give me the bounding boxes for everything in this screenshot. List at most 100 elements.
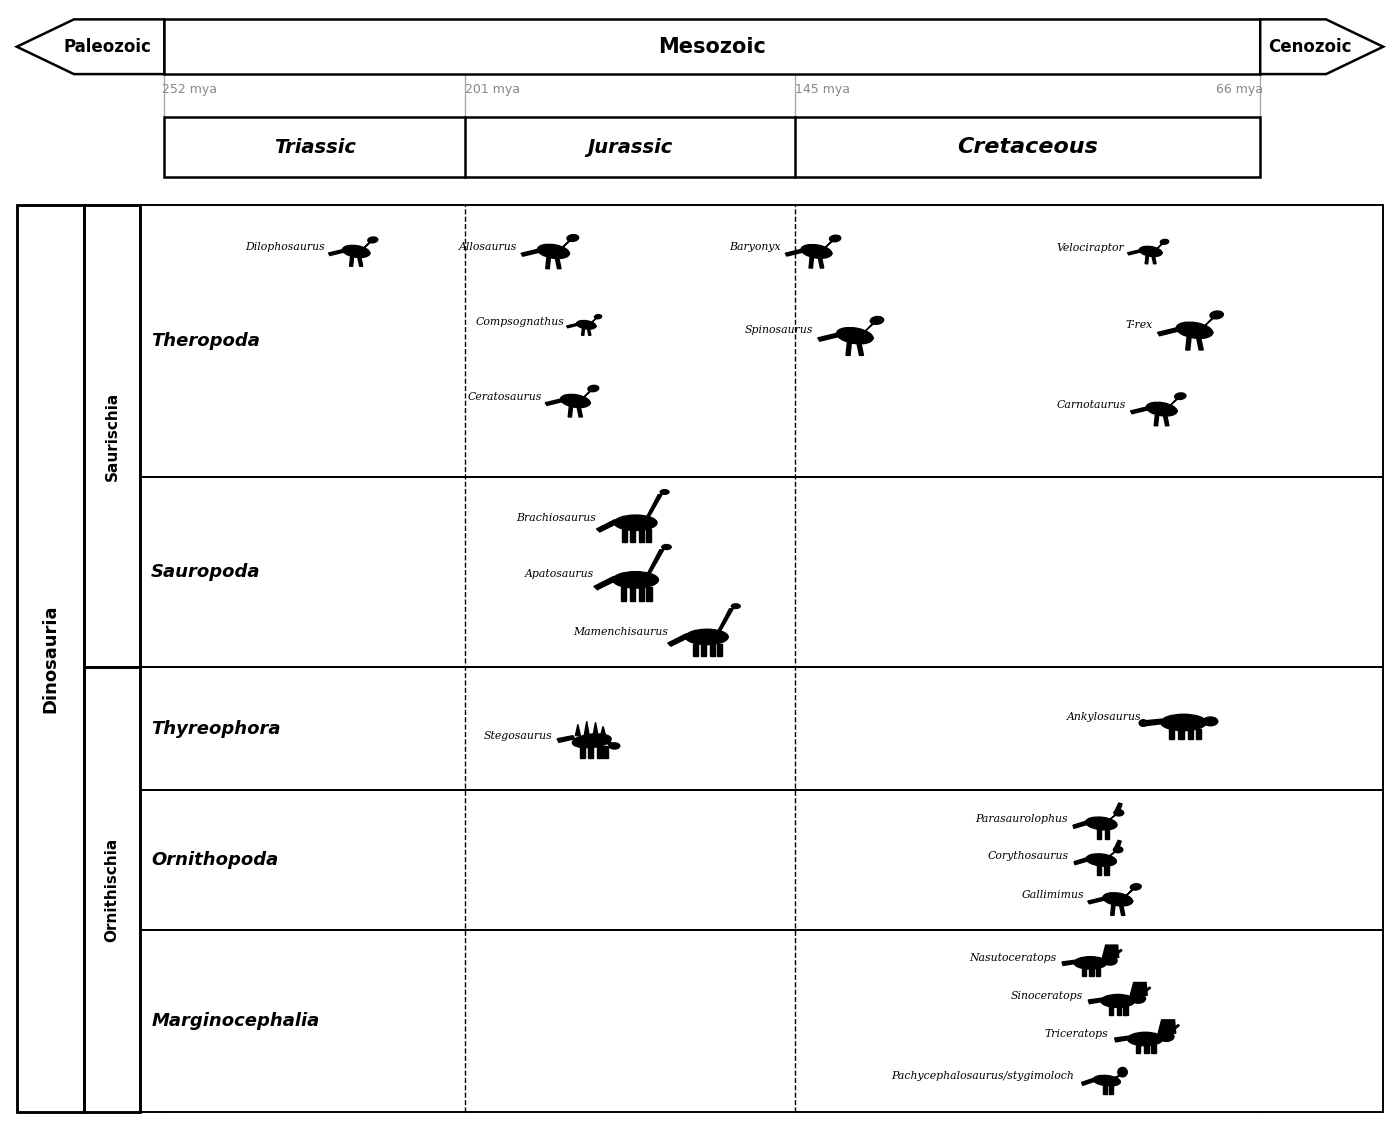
- Text: Theropoda: Theropoda: [151, 332, 260, 350]
- Polygon shape: [1109, 815, 1117, 821]
- Polygon shape: [710, 644, 715, 657]
- Polygon shape: [717, 644, 722, 657]
- Polygon shape: [1204, 317, 1215, 327]
- Text: Velociraptor: Velociraptor: [1057, 243, 1124, 253]
- Ellipse shape: [1131, 994, 1145, 1003]
- Ellipse shape: [1210, 311, 1224, 319]
- Polygon shape: [329, 250, 344, 255]
- Polygon shape: [1170, 407, 1177, 413]
- Polygon shape: [364, 250, 370, 254]
- Bar: [17, 205, 84, 1112]
- Polygon shape: [1170, 1025, 1179, 1033]
- Polygon shape: [638, 529, 644, 543]
- Text: Sauropoda: Sauropoda: [151, 563, 260, 581]
- Ellipse shape: [1114, 809, 1124, 816]
- Ellipse shape: [1140, 246, 1162, 256]
- Bar: [17, 205, 84, 1112]
- Text: Jurassic: Jurassic: [587, 138, 672, 156]
- Polygon shape: [563, 250, 570, 255]
- Polygon shape: [1205, 328, 1214, 335]
- Text: Ornithopoda: Ornithopoda: [151, 850, 279, 869]
- Polygon shape: [1109, 852, 1116, 857]
- Ellipse shape: [1086, 854, 1116, 866]
- Text: Marginocephalia: Marginocephalia: [151, 1012, 319, 1029]
- Ellipse shape: [1147, 402, 1177, 416]
- Ellipse shape: [577, 320, 596, 329]
- Polygon shape: [1096, 968, 1100, 976]
- Polygon shape: [1141, 987, 1151, 994]
- Polygon shape: [581, 747, 585, 758]
- Polygon shape: [785, 250, 804, 256]
- Polygon shape: [588, 747, 594, 758]
- Ellipse shape: [837, 327, 874, 344]
- Text: Paleozoic: Paleozoic: [64, 38, 151, 56]
- Bar: [140, 478, 1383, 667]
- Text: Allosaurus: Allosaurus: [459, 242, 517, 252]
- Polygon shape: [645, 529, 651, 543]
- Polygon shape: [1063, 960, 1077, 966]
- Ellipse shape: [609, 743, 620, 749]
- Polygon shape: [1186, 336, 1191, 350]
- Polygon shape: [818, 256, 823, 268]
- Polygon shape: [701, 644, 706, 657]
- Ellipse shape: [573, 734, 612, 748]
- Polygon shape: [1197, 336, 1203, 350]
- Polygon shape: [1082, 968, 1086, 976]
- Bar: [164, 19, 1260, 74]
- Polygon shape: [1145, 719, 1162, 726]
- Ellipse shape: [560, 394, 589, 408]
- Bar: [140, 790, 1383, 930]
- Polygon shape: [630, 529, 636, 543]
- Bar: [140, 478, 1383, 667]
- Ellipse shape: [801, 245, 832, 259]
- Bar: [140, 667, 1383, 790]
- Text: Ceratosaurus: Ceratosaurus: [468, 391, 542, 401]
- Polygon shape: [1109, 1085, 1113, 1094]
- Polygon shape: [717, 609, 734, 633]
- Text: Brachiosaurus: Brachiosaurus: [517, 513, 596, 522]
- Ellipse shape: [731, 604, 741, 609]
- Text: Gallimimus: Gallimimus: [1021, 890, 1084, 899]
- Polygon shape: [809, 256, 813, 268]
- Polygon shape: [668, 634, 689, 646]
- Polygon shape: [1158, 250, 1162, 254]
- Text: 145 mya: 145 mya: [795, 83, 850, 96]
- Ellipse shape: [1130, 884, 1141, 890]
- Polygon shape: [647, 549, 664, 576]
- Polygon shape: [693, 644, 699, 657]
- Text: Spinosaurus: Spinosaurus: [745, 325, 813, 335]
- Polygon shape: [864, 323, 875, 333]
- Polygon shape: [561, 239, 571, 249]
- Bar: [140, 930, 1383, 1112]
- Polygon shape: [603, 747, 608, 758]
- Text: Saurischia: Saurischia: [105, 392, 119, 481]
- Polygon shape: [591, 318, 596, 323]
- Polygon shape: [1169, 398, 1179, 406]
- Ellipse shape: [595, 315, 602, 319]
- Polygon shape: [1117, 1007, 1121, 1015]
- Polygon shape: [1120, 905, 1124, 915]
- Polygon shape: [1130, 983, 1147, 995]
- Ellipse shape: [343, 245, 370, 258]
- Polygon shape: [1113, 1075, 1120, 1078]
- Bar: [140, 790, 1383, 930]
- Text: Sinoceratops: Sinoceratops: [1011, 992, 1082, 1001]
- Ellipse shape: [1103, 956, 1117, 966]
- Ellipse shape: [686, 629, 728, 644]
- Polygon shape: [622, 529, 627, 543]
- Text: Compsognathus: Compsognathus: [475, 317, 564, 327]
- Polygon shape: [545, 399, 563, 406]
- Polygon shape: [865, 334, 874, 340]
- Polygon shape: [568, 406, 573, 417]
- Ellipse shape: [1161, 715, 1207, 731]
- Polygon shape: [567, 324, 578, 327]
- Polygon shape: [645, 495, 662, 519]
- Polygon shape: [620, 587, 626, 601]
- Polygon shape: [638, 587, 644, 601]
- Text: T-rex: T-rex: [1126, 320, 1152, 329]
- Ellipse shape: [1093, 1075, 1120, 1086]
- Bar: [140, 667, 1383, 790]
- Ellipse shape: [829, 235, 841, 242]
- Text: Stegosaurus: Stegosaurus: [484, 731, 553, 741]
- Polygon shape: [582, 390, 592, 398]
